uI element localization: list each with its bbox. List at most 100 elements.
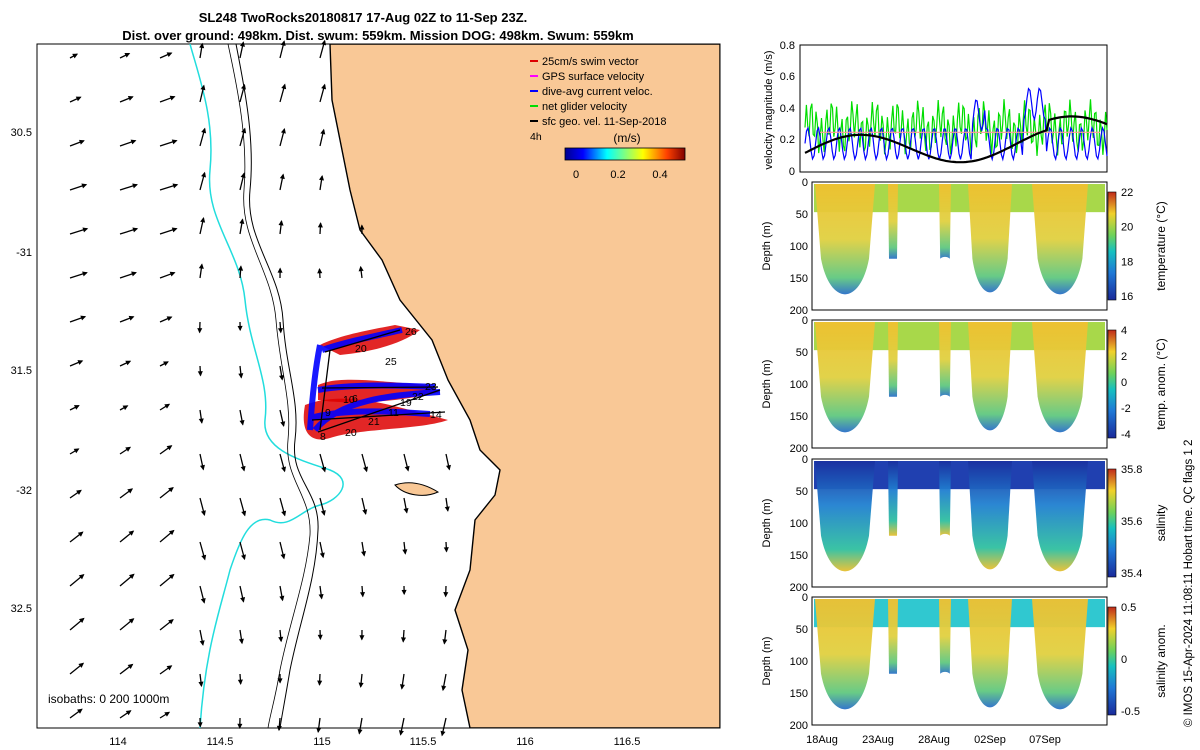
current-arrowhead	[238, 373, 244, 379]
current-arrowhead	[402, 549, 408, 555]
track-labels: 26 25 20 23 22 19 11 14 9 8 20 21 10 6	[320, 326, 442, 443]
current-arrowhead	[239, 218, 245, 224]
speed-colorbar	[564, 147, 686, 161]
current-arrowhead	[317, 680, 323, 686]
current-arrowhead	[128, 315, 135, 321]
current-arrowhead	[276, 725, 282, 732]
dive-profile	[888, 599, 898, 674]
dive-profile	[1032, 599, 1088, 710]
lat-tick: 32.5	[11, 603, 32, 615]
current-arrowhead	[281, 510, 287, 517]
dive-profile	[815, 461, 875, 572]
track-label: 20	[355, 343, 367, 355]
current-arrowhead	[77, 708, 83, 714]
current-arrowhead	[359, 224, 365, 230]
current-arrowhead	[201, 554, 207, 561]
current-arrowhead	[78, 662, 85, 668]
current-arrowhead	[319, 174, 325, 181]
dive-profile	[939, 184, 951, 259]
velocity-ytick: 0.2	[780, 134, 795, 146]
current-arrowhead	[317, 222, 323, 228]
current-arrowhead	[321, 466, 327, 473]
depth-tick: 0	[802, 454, 808, 466]
velocity-panel: velocity magnitude (m/s) 0.8 0.6 0.4 0.2…	[763, 40, 1108, 178]
colorbar-tick: -4	[1121, 429, 1131, 441]
legend-item: net glider velocity	[542, 101, 627, 113]
current-arrowhead	[132, 183, 139, 189]
current-arrowhead	[125, 446, 132, 452]
colorbar-tick: 0	[1121, 654, 1127, 666]
current-arrowhead	[200, 84, 206, 91]
current-arrowhead	[77, 360, 84, 365]
colorbar-tick: 16	[1121, 291, 1133, 303]
dive-avg-velocity-line	[804, 87, 1108, 162]
current-arrowhead	[239, 419, 245, 426]
depth-tick: 50	[796, 486, 808, 498]
current-arrowhead	[442, 639, 448, 645]
track-label: 9	[325, 407, 331, 419]
lon-tick: 114	[109, 736, 127, 748]
current-arrowhead	[445, 464, 451, 471]
current-arrowhead	[321, 39, 327, 46]
colorbar-tick: -2	[1121, 403, 1131, 415]
current-arrowhead	[201, 127, 207, 134]
colorbar-tick: 0	[573, 169, 579, 181]
current-arrowhead	[73, 448, 80, 454]
current-arrowhead	[279, 595, 285, 602]
current-arrowhead	[198, 418, 204, 424]
depth-tick: 150	[790, 273, 808, 285]
isobath-1000m	[235, 44, 319, 728]
current-arrowhead	[443, 547, 449, 553]
map-lat-ticks: 30.5 -31 31.5 -32 32.5	[11, 127, 32, 615]
current-arrowhead	[277, 327, 284, 334]
current-arrowhead	[128, 618, 135, 624]
net-glider-velocity-line	[804, 99, 1108, 156]
isobaths-label: isobaths: 0 200 1000m	[48, 692, 169, 706]
current-arrowhead	[241, 83, 246, 90]
depth-tick: 200	[790, 305, 808, 317]
current-arrowhead	[320, 510, 326, 516]
current-arrowhead	[404, 465, 410, 472]
track-label: 25	[385, 356, 397, 368]
current-arrowhead	[280, 553, 286, 560]
current-arrowhead	[441, 685, 447, 692]
track-label: 20	[345, 427, 357, 439]
current-arrowhead	[359, 635, 365, 641]
lon-tick: 114.5	[207, 736, 234, 748]
track-label: 21	[368, 416, 380, 428]
dive-profile	[888, 184, 898, 259]
map-legend: 25cm/s swim vector GPS surface velocity di…	[530, 56, 686, 181]
current-arrowhead	[241, 510, 247, 517]
current-arrowhead	[76, 489, 82, 495]
current-arrowhead	[238, 265, 244, 271]
colorbar-tick: 0	[1121, 377, 1127, 389]
current-arrowhead	[131, 271, 137, 277]
current-arrowhead	[240, 597, 246, 603]
colorbar-label: salinity	[1154, 505, 1168, 542]
depth-ylabel: Depth (m)	[761, 499, 773, 548]
current-arrowhead	[200, 217, 206, 223]
lat-tick: -32	[16, 485, 32, 497]
depth-tick: 200	[790, 443, 808, 455]
depth-tick: 0	[802, 315, 808, 327]
legend-item: sfc geo. vel. 11-Sep-2018	[542, 116, 667, 128]
current-arrowhead	[198, 263, 204, 269]
salinity-panel: 0 50 100 150 200 Depth (m) 35.8 35.6 35.4 salinit…	[761, 454, 1168, 594]
current-arrowhead	[197, 328, 203, 334]
current-arrowhead	[166, 316, 173, 321]
current-arrowhead	[78, 617, 85, 624]
track-label: 26	[405, 326, 417, 338]
dive-profile	[1032, 461, 1088, 572]
copyright-footer: © IMOS 15-Apr-2024 11:08:11 Hobart time.…	[1183, 440, 1195, 727]
figure-subtitle: Dist. over ground: 498km. Dist. swum: 55…	[122, 28, 634, 43]
current-arrowhead	[130, 139, 137, 145]
track-label: 14	[430, 409, 442, 421]
current-arrowhead	[443, 592, 449, 598]
current-arrowhead	[363, 466, 369, 473]
dive-profile	[815, 322, 875, 433]
date-tick: 18Aug	[806, 734, 838, 746]
current-arrowhead	[169, 271, 176, 277]
smoothed-velocity-line	[804, 115, 1108, 164]
map-panel: 26 25 20 23 22 19 11 14 9 8 20 21 10 6 2…	[11, 39, 721, 748]
current-arrowhead	[168, 573, 175, 580]
